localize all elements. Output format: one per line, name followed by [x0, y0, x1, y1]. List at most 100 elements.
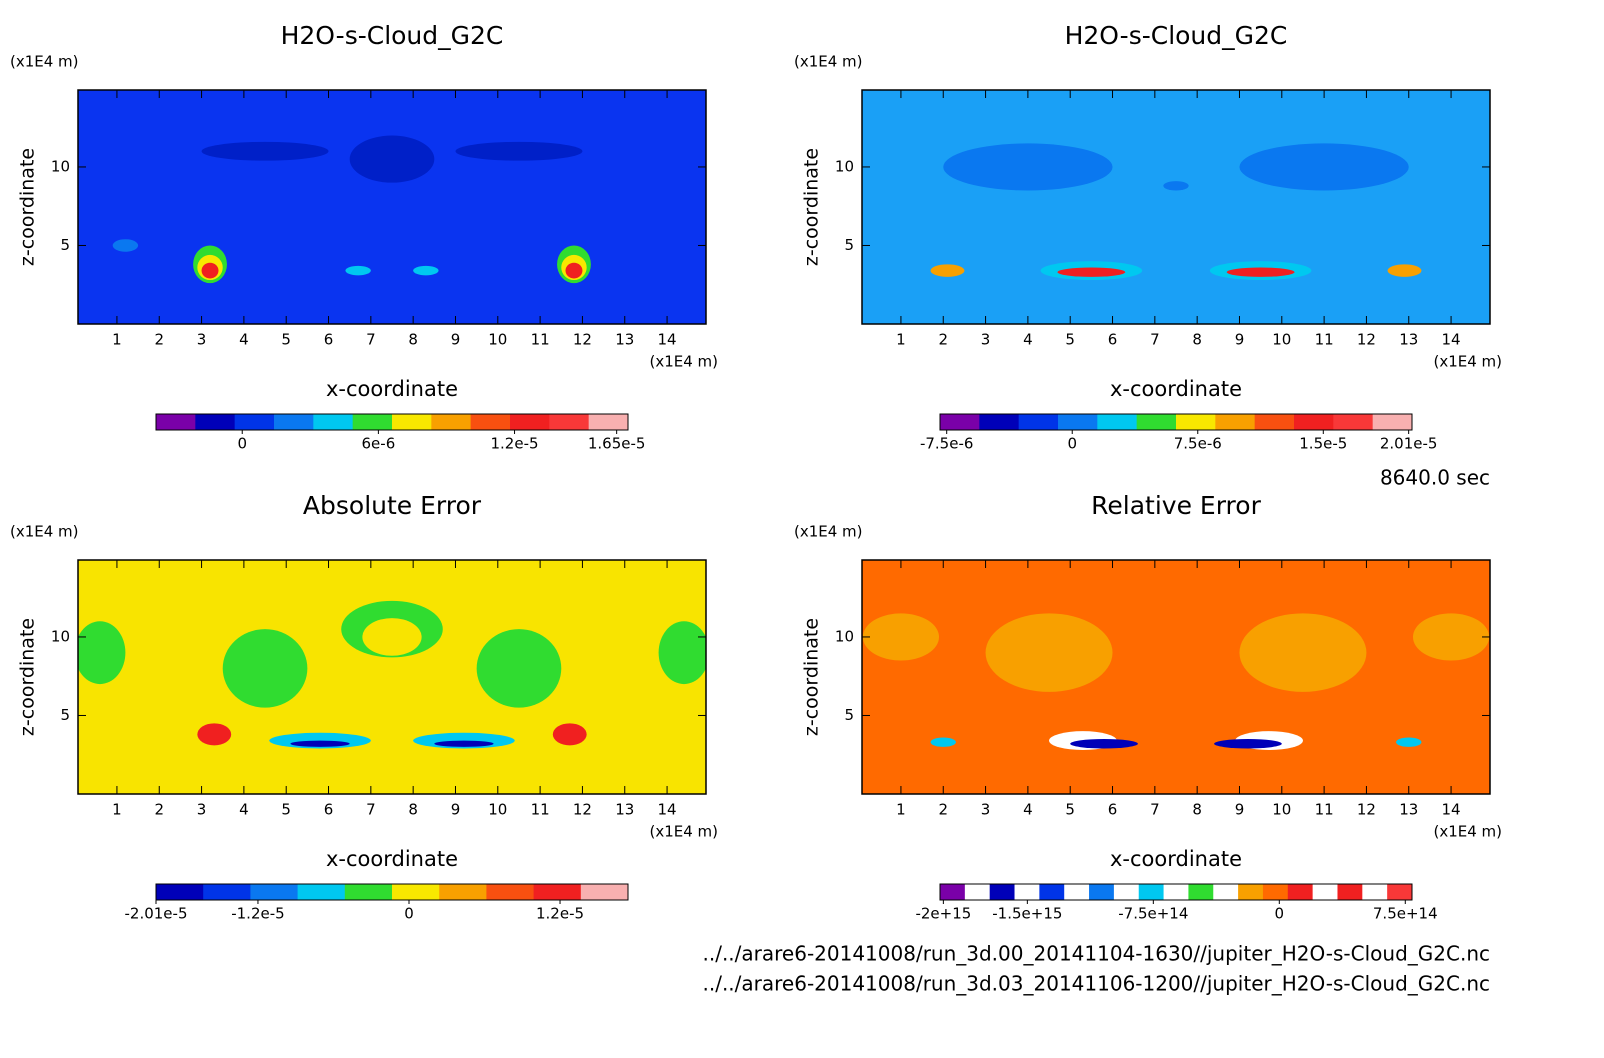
x-tick-label: 8 — [408, 331, 418, 349]
colorbar-segment — [313, 414, 354, 430]
field-patch — [1163, 181, 1189, 191]
x-tick-label: 3 — [981, 801, 991, 819]
x-tick-label: 14 — [1442, 801, 1461, 819]
colorbar-tick-label: -1.2e-5 — [231, 905, 284, 923]
colorbar-segment — [588, 414, 629, 430]
colorbar-segment — [1333, 414, 1374, 430]
colorbar-segment — [1362, 884, 1388, 900]
colorbar-segment — [1097, 414, 1138, 430]
x-tick-label: 6 — [324, 331, 334, 349]
y-tick-label: 10 — [51, 627, 70, 645]
x-tick-label: 3 — [981, 331, 991, 349]
colorbar-tick-label: -2e+15 — [915, 905, 971, 923]
x-tick-label: 5 — [281, 331, 291, 349]
x-tick-label: 9 — [451, 331, 461, 349]
field-patch — [862, 613, 940, 661]
field-patch — [455, 141, 583, 161]
colorbar-segment — [1039, 884, 1065, 900]
plot-frame — [861, 559, 1491, 795]
y-tick-label: 5 — [60, 706, 70, 724]
field-patch — [290, 740, 350, 747]
colorbar-segment — [1215, 414, 1256, 430]
colorbar-segment — [1136, 414, 1177, 430]
x-tick-label: 2 — [938, 801, 948, 819]
colorbar-tick-label: 1.5e-5 — [1299, 435, 1347, 453]
x-tick-label: 1 — [896, 331, 906, 349]
colorbar-segment — [979, 414, 1020, 430]
plot-frame — [77, 559, 707, 795]
x-tick-label: 5 — [281, 801, 291, 819]
colorbar-segment — [439, 884, 487, 900]
x-tick-label: 9 — [1235, 331, 1245, 349]
field-patch — [349, 135, 435, 183]
colorbar-frame — [939, 883, 1413, 901]
colorbar-segment — [156, 884, 204, 900]
x-tick-label: 4 — [239, 331, 249, 349]
colorbar-segment — [1312, 884, 1338, 900]
x-axis-label: x-coordinate — [1110, 377, 1242, 401]
colorbar-frame — [155, 883, 629, 901]
y-axis-label: z-coordinate — [801, 618, 823, 736]
colorbar-segment — [1089, 884, 1115, 900]
x-tick-label: 8 — [1192, 801, 1202, 819]
colorbar-segment — [1163, 884, 1189, 900]
field — [112, 135, 591, 284]
chart-title: Relative Error — [1091, 491, 1261, 520]
x-tick-label: 11 — [1315, 331, 1334, 349]
field-patch — [197, 723, 232, 746]
field-patch — [476, 629, 562, 708]
field-patch — [201, 262, 219, 279]
field-patch — [552, 723, 587, 746]
field-patch — [78, 621, 126, 685]
y-tick-label: 10 — [835, 157, 854, 175]
x-axis-label: x-coordinate — [326, 377, 458, 401]
field-patch — [1057, 267, 1126, 277]
colorbar-tick-label: 1.2e-5 — [536, 905, 584, 923]
chart-title: H2O-s-Cloud_G2C — [1065, 21, 1288, 50]
x-axis-label: x-coordinate — [1110, 847, 1242, 871]
x-tick-label: 10 — [488, 331, 507, 349]
x-tick-label: 2 — [154, 331, 164, 349]
field-patch — [930, 264, 965, 277]
colorbar-segment — [1262, 884, 1289, 900]
x-tick-label: 9 — [1235, 801, 1245, 819]
colorbar-segment — [486, 884, 535, 900]
colorbar-segment — [1287, 884, 1314, 900]
field-patch — [112, 239, 139, 252]
x-tick-label: 7 — [1150, 331, 1160, 349]
y-unit: (x1E4 m) — [10, 53, 79, 71]
field-background — [862, 560, 1490, 794]
colorbar-tick-label: 2.01e-5 — [1380, 435, 1438, 453]
colorbar-segment — [1018, 414, 1059, 430]
colorbar-tick-label: 0 — [1067, 435, 1077, 453]
field-patch — [345, 265, 371, 276]
field-patch — [1239, 613, 1367, 692]
x-tick-label: 4 — [239, 801, 249, 819]
x-tick-label: 1 — [112, 331, 122, 349]
x-tick-label: 8 — [1192, 331, 1202, 349]
field-background — [78, 90, 706, 324]
colorbar-segment — [1176, 414, 1216, 430]
colorbar-segment — [1064, 884, 1090, 900]
x-tick-label: 7 — [1150, 801, 1160, 819]
colorbar-tick-label: 7.5e+14 — [1373, 905, 1438, 923]
x-tick-label: 6 — [1108, 801, 1118, 819]
colorbar-tick-label: -2.01e-5 — [125, 905, 188, 923]
field-background — [78, 560, 706, 794]
field — [862, 613, 1490, 751]
colorbar-segment — [510, 414, 550, 430]
x-tick-label: 3 — [197, 331, 207, 349]
colorbar-tick-label: 1.2e-5 — [491, 435, 539, 453]
x-tick-label: 11 — [531, 801, 550, 819]
colorbar-segment — [1337, 884, 1363, 900]
colorbar-segment — [940, 414, 980, 430]
x-tick-label: 4 — [1023, 331, 1033, 349]
x-tick-label: 6 — [1108, 331, 1118, 349]
colorbar-segment — [203, 884, 251, 900]
x-tick-label: 9 — [451, 801, 461, 819]
x-unit: (x1E4 m) — [649, 353, 718, 371]
colorbar-segment — [234, 414, 275, 430]
colorbar-segment — [989, 884, 1016, 900]
x-tick-label: 7 — [366, 801, 376, 819]
field-patch — [658, 621, 706, 685]
